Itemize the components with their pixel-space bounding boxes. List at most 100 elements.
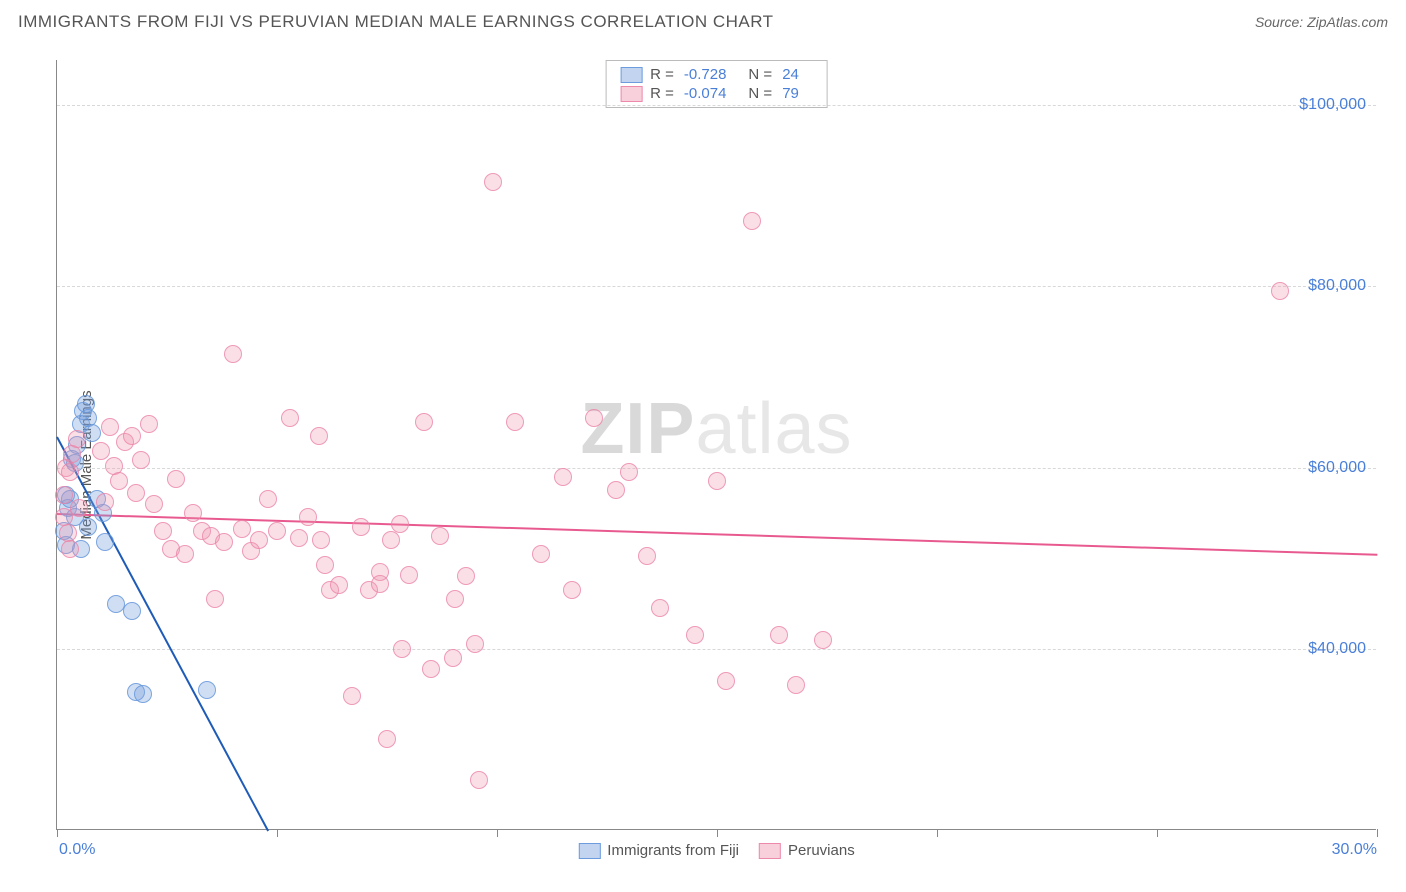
datapoint-peruvians (132, 451, 150, 469)
datapoint-peruvians (393, 640, 411, 658)
datapoint-peruvians (470, 771, 488, 789)
watermark: ZIPatlas (580, 388, 852, 470)
datapoint-peruvians (431, 527, 449, 545)
datapoint-peruvians (123, 427, 141, 445)
datapoint-peruvians (215, 533, 233, 551)
datapoint-peruvians (310, 427, 328, 445)
datapoint-peruvians (444, 649, 462, 667)
datapoint-fiji (83, 424, 101, 442)
datapoint-peruvians (620, 463, 638, 481)
datapoint-peruvians (140, 415, 158, 433)
x-tick (57, 829, 58, 837)
x-tick (497, 829, 498, 837)
x-tick (1377, 829, 1378, 837)
datapoint-peruvians (343, 687, 361, 705)
datapoint-peruvians (63, 445, 81, 463)
legend-row-peruvians: R = -0.074 N = 79 (620, 84, 813, 103)
datapoint-peruvians (638, 547, 656, 565)
datapoint-peruvians (554, 468, 572, 486)
datapoint-peruvians (563, 581, 581, 599)
datapoint-peruvians (233, 520, 251, 538)
source-label: Source: ZipAtlas.com (1255, 14, 1388, 30)
x-tick (937, 829, 938, 837)
datapoint-peruvians (770, 626, 788, 644)
datapoint-fiji (96, 533, 114, 551)
legend-item-peruvians: Peruvians (759, 842, 855, 859)
datapoint-peruvians (268, 522, 286, 540)
datapoint-peruvians (312, 531, 330, 549)
datapoint-peruvians (184, 504, 202, 522)
datapoint-peruvians (708, 472, 726, 490)
gridline (57, 468, 1376, 469)
x-tick (1157, 829, 1158, 837)
datapoint-peruvians (378, 730, 396, 748)
datapoint-peruvians (391, 515, 409, 533)
gridline (57, 286, 1376, 287)
swatch-icon (759, 843, 781, 859)
datapoint-peruvians (415, 413, 433, 431)
datapoint-peruvians (96, 493, 114, 511)
plot-area: ZIPatlas R = -0.728 N = 24 R = -0.074 N … (56, 60, 1376, 830)
chart-title: IMMIGRANTS FROM FIJI VS PERUVIAN MEDIAN … (18, 12, 774, 32)
datapoint-peruvians (206, 590, 224, 608)
datapoint-peruvians (127, 484, 145, 502)
datapoint-peruvians (259, 490, 277, 508)
series-legend: Immigrants from Fiji Peruvians (578, 842, 854, 859)
datapoint-fiji (123, 602, 141, 620)
datapoint-peruvians (814, 631, 832, 649)
y-tick-label: $100,000 (1299, 96, 1366, 114)
datapoint-peruvians (61, 540, 79, 558)
stats-legend: R = -0.728 N = 24 R = -0.074 N = 79 (605, 60, 828, 108)
datapoint-peruvians (176, 545, 194, 563)
y-tick-label: $80,000 (1308, 277, 1366, 295)
datapoint-peruvians (299, 508, 317, 526)
y-tick-label: $60,000 (1308, 459, 1366, 477)
x-tick (717, 829, 718, 837)
datapoint-peruvians (330, 576, 348, 594)
y-tick-label: $40,000 (1308, 640, 1366, 658)
datapoint-peruvians (717, 672, 735, 690)
x-tick-label: 30.0% (1332, 841, 1377, 859)
datapoint-peruvians (352, 518, 370, 536)
datapoint-peruvians (70, 499, 88, 517)
datapoint-fiji (198, 681, 216, 699)
datapoint-peruvians (59, 524, 77, 542)
swatch-fiji (620, 67, 642, 83)
datapoint-peruvians (787, 676, 805, 694)
datapoint-peruvians (371, 575, 389, 593)
datapoint-peruvians (400, 566, 418, 584)
x-tick (277, 829, 278, 837)
swatch-icon (578, 843, 600, 859)
datapoint-peruvians (290, 529, 308, 547)
datapoint-peruvians (1271, 282, 1289, 300)
datapoint-peruvians (446, 590, 464, 608)
datapoint-peruvians (110, 472, 128, 490)
datapoint-peruvians (484, 173, 502, 191)
legend-item-fiji: Immigrants from Fiji (578, 842, 739, 859)
datapoint-peruvians (607, 481, 625, 499)
datapoint-peruvians (422, 660, 440, 678)
datapoint-peruvians (506, 413, 524, 431)
swatch-peruvians (620, 86, 642, 102)
legend-row-fiji: R = -0.728 N = 24 (620, 65, 813, 84)
datapoint-peruvians (281, 409, 299, 427)
datapoint-peruvians (651, 599, 669, 617)
datapoint-peruvians (55, 486, 73, 504)
x-tick-label: 0.0% (59, 841, 95, 859)
datapoint-peruvians (457, 567, 475, 585)
chart-container: Median Male Earnings ZIPatlas R = -0.728… (18, 50, 1388, 880)
datapoint-peruvians (61, 463, 79, 481)
datapoint-peruvians (154, 522, 172, 540)
datapoint-peruvians (466, 635, 484, 653)
datapoint-peruvians (92, 442, 110, 460)
datapoint-peruvians (145, 495, 163, 513)
datapoint-peruvians (316, 556, 334, 574)
datapoint-peruvians (532, 545, 550, 563)
datapoint-peruvians (743, 212, 761, 230)
gridline (57, 105, 1376, 106)
datapoint-peruvians (224, 345, 242, 363)
gridline (57, 649, 1376, 650)
datapoint-peruvians (167, 470, 185, 488)
datapoint-fiji (134, 685, 152, 703)
datapoint-peruvians (382, 531, 400, 549)
